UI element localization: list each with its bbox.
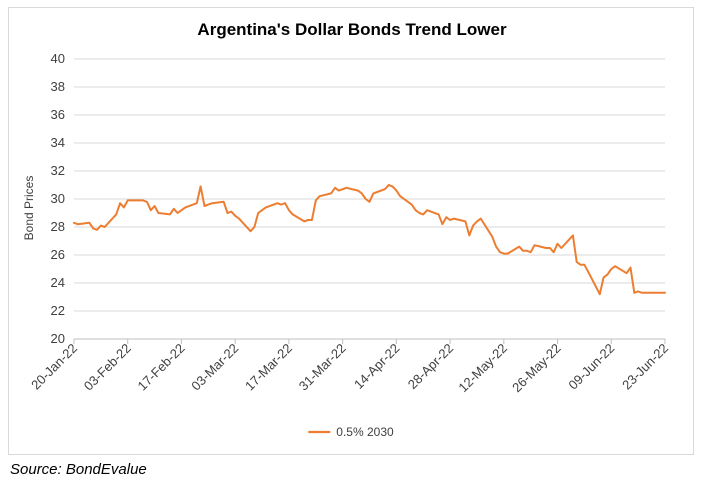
y-axis-ticks: 20 22 24 26 28 30 32 34 36 38 40 xyxy=(51,51,65,346)
x-tick-label: 26-May-22 xyxy=(509,341,564,396)
x-tick-label: 17-Mar-22 xyxy=(242,341,295,394)
x-tick-label: 23-Jun-22 xyxy=(619,341,671,393)
legend-label-0: 0.5% 2030 xyxy=(336,425,394,439)
line-chart: Argentina's Dollar Bonds Trend Lower 202… xyxy=(22,20,671,439)
x-tick-label: 09-Jun-22 xyxy=(565,341,617,393)
x-tick-label: 17-Feb-22 xyxy=(135,341,188,394)
x-tick-label: 28-Apr-22 xyxy=(405,341,456,392)
y-tick-label: 22 xyxy=(51,303,65,318)
x-tick-label: 12-May-22 xyxy=(455,341,510,396)
series-lines xyxy=(73,184,666,296)
series-line-0 xyxy=(73,184,666,296)
x-tick-label: 31-Mar-22 xyxy=(296,341,349,394)
y-tick-label: 38 xyxy=(51,79,65,94)
y-tick-label: 24 xyxy=(51,275,65,290)
y-tick-label: 20 xyxy=(51,331,65,346)
y-tick-label: 32 xyxy=(51,163,65,178)
y-tick-label: 28 xyxy=(51,219,65,234)
x-tick-label: 20-Jan-22 xyxy=(28,341,80,393)
y-axis-title: Bond Prices xyxy=(22,176,36,241)
x-axis-ticks: 20-Jan-22 03-Feb-22 17-Feb-22 03-Mar-22 17-M… xyxy=(28,339,671,395)
y-tick-label: 26 xyxy=(51,247,65,262)
legend: 0.5% 2030 xyxy=(308,425,394,439)
source-note: Source: BondEvalue xyxy=(10,461,147,478)
y-tick-label: 34 xyxy=(51,135,65,150)
x-tick-label: 03-Feb-22 xyxy=(81,341,134,394)
y-tick-label: 30 xyxy=(51,191,65,206)
y-tick-label: 36 xyxy=(51,107,65,122)
x-tick-label: 14-Apr-22 xyxy=(351,341,402,392)
chart-frame: Argentina's Dollar Bonds Trend Lower 20 2… xyxy=(8,7,694,455)
y-tick-label: 40 xyxy=(51,51,65,66)
chart-title: Argentina's Dollar Bonds Trend Lower xyxy=(197,20,507,39)
gridlines xyxy=(74,58,665,312)
x-tick-label: 03-Mar-22 xyxy=(188,341,241,394)
